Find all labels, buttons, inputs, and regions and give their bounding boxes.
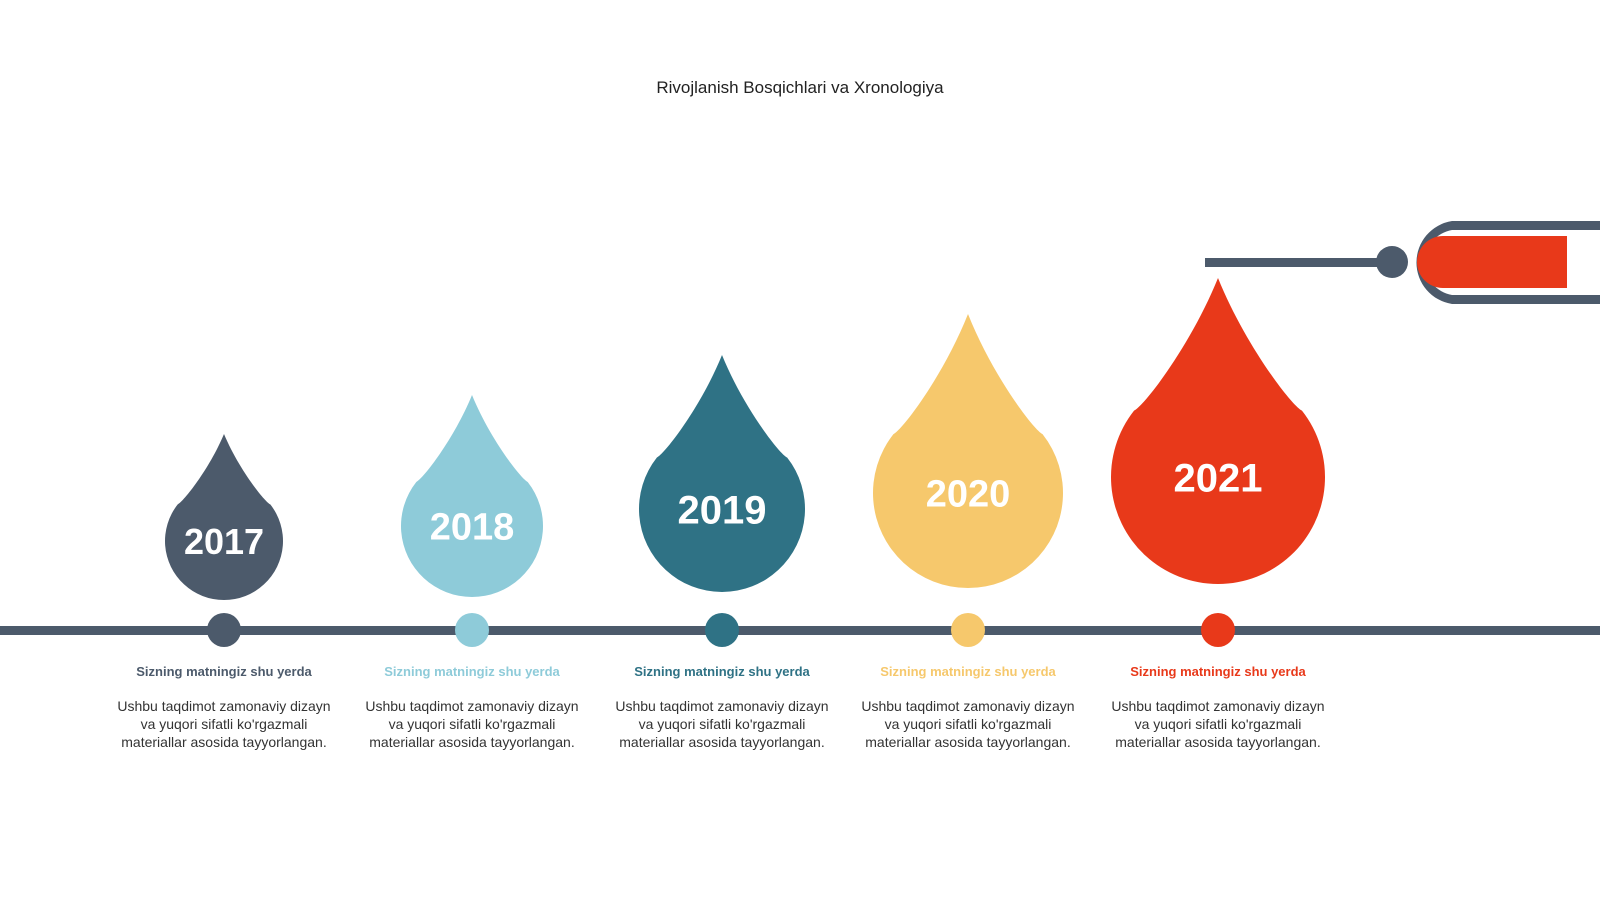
year-label-2019: 2019 — [678, 488, 767, 532]
page-title: Rivojlanish Bosqichlari va Xronologiya — [656, 78, 944, 97]
milestone-caption-2017: Sizning matningiz shu yerda Ushbu taqdimo… — [109, 664, 339, 751]
milestone-description: Ushbu taqdimot zamonaviy dizayn va yuqor… — [117, 698, 331, 750]
year-label-2018: 2018 — [430, 507, 515, 549]
drop-2021 — [1110, 278, 1325, 584]
drop-2018 — [401, 395, 543, 598]
milestone-heading: Sizning matningiz shu yerda — [384, 664, 560, 679]
year-label-2021: 2021 — [1174, 456, 1263, 500]
milestone-description: Ushbu taqdimot zamonaviy dizayn va yuqor… — [1111, 698, 1325, 750]
milestone-heading: Sizning matningiz shu yerda — [880, 664, 1056, 679]
year-label-2020: 2020 — [926, 474, 1011, 516]
milestone-heading: Sizning matningiz shu yerda — [634, 664, 810, 679]
timeline-line — [0, 626, 1600, 635]
timeline-dot-2020 — [951, 613, 985, 647]
timeline-dot-2017 — [207, 613, 241, 647]
milestone-caption-2021: Sizning matningiz shu yerda Ushbu taqdimo… — [1103, 664, 1333, 751]
timeline-dot-2018 — [455, 613, 489, 647]
milestone-description: Ushbu taqdimot zamonaviy dizayn va yuqor… — [365, 698, 579, 750]
timeline-dot-2021 — [1201, 613, 1235, 647]
milestone-caption-2019: Sizning matningiz shu yerda Ushbu taqdimo… — [607, 664, 837, 751]
drop-2019 — [639, 355, 806, 592]
milestone-heading: Sizning matningiz shu yerda — [1130, 664, 1306, 679]
milestone-description: Ushbu taqdimot zamonaviy dizayn va yuqor… — [861, 698, 1075, 750]
milestone-caption-2018: Sizning matningiz shu yerda Ushbu taqdimo… — [357, 664, 587, 751]
year-label-2017: 2017 — [184, 521, 264, 562]
milestone-caption-2020: Sizning matningiz shu yerda Ushbu taqdimo… — [853, 664, 1083, 751]
timeline-dot-2019 — [705, 613, 739, 647]
thermometer-icon — [1205, 221, 1600, 304]
drop-2017 — [165, 434, 283, 600]
milestone-heading: Sizning matningiz shu yerda — [136, 664, 312, 679]
milestone-description: Ushbu taqdimot zamonaviy dizayn va yuqor… — [615, 698, 829, 750]
drop-2020 — [873, 314, 1063, 588]
